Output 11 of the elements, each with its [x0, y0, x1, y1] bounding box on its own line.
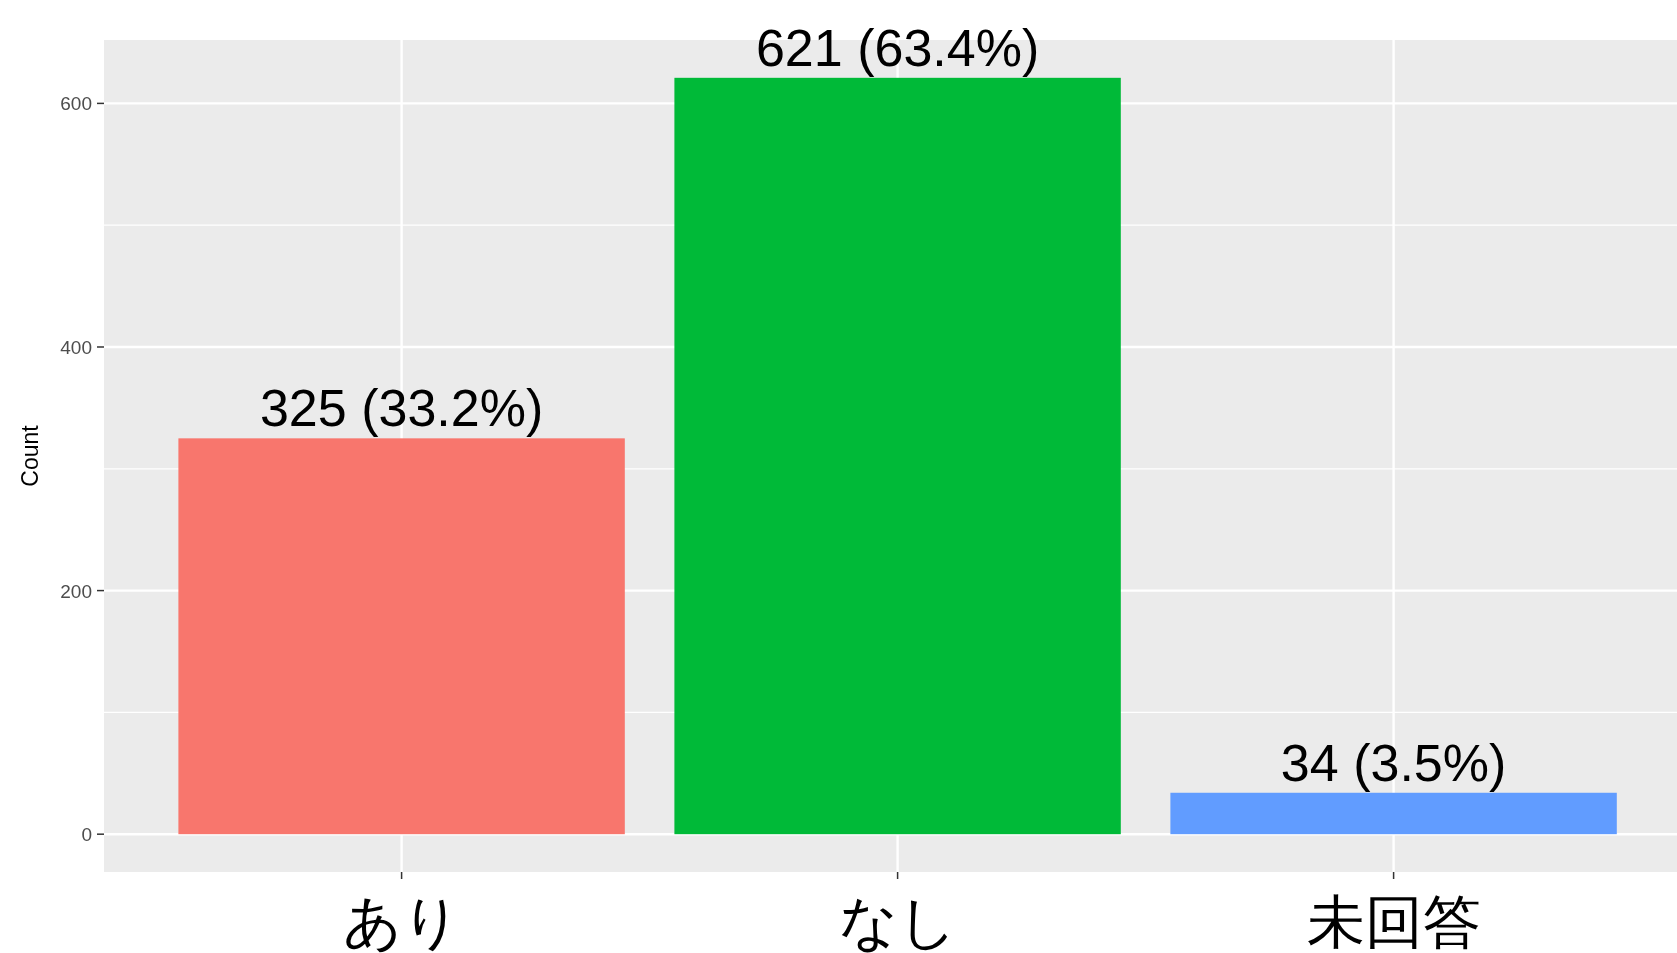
ytick-label: 600	[60, 93, 92, 115]
data-label: 621 (63.4%)	[755, 18, 1040, 77]
xtick-label: 未回答	[1306, 889, 1481, 953]
data-label: 325 (33.2%)	[259, 379, 544, 438]
ylabel: Count	[17, 425, 43, 487]
xtick-label: なし	[838, 889, 957, 953]
xtick-label: あり	[342, 889, 461, 953]
ytick-label: 400	[60, 337, 92, 358]
data-label: 34 (3.5%)	[1280, 733, 1507, 792]
ytick-label: 0	[81, 824, 92, 846]
ytick-label: 200	[60, 580, 92, 602]
